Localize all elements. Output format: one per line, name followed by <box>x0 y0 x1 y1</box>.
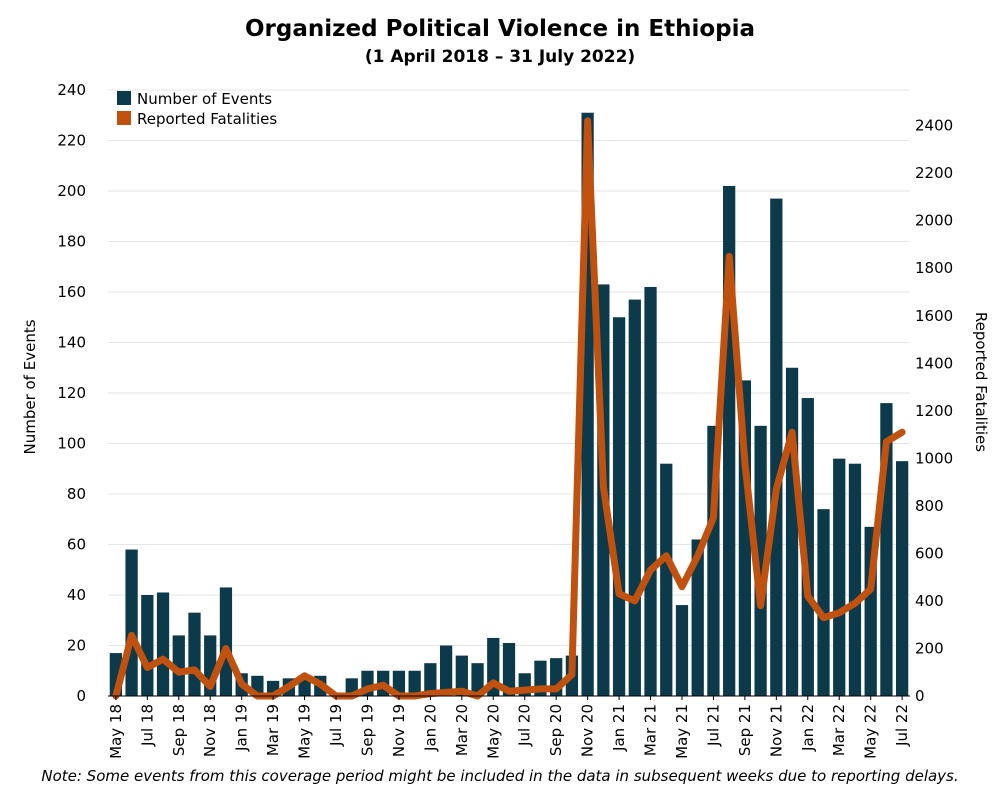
y-tick-label-right: 600 <box>915 544 944 562</box>
bar <box>392 670 406 696</box>
y-tick-label-left: 160 <box>57 283 86 301</box>
bar-series-events <box>109 112 909 697</box>
bar <box>644 286 657 696</box>
x-tick-label: Jan 20 <box>421 704 439 752</box>
bar <box>801 398 814 696</box>
bar <box>408 670 421 696</box>
y-axis-label-left: Number of Events <box>21 319 39 454</box>
x-tick-label: Jan 22 <box>799 704 817 752</box>
legend-swatch-events <box>117 91 131 105</box>
x-tick-label: Mar 20 <box>453 704 471 756</box>
legend-label-fatalities: Reported Fatalities <box>137 110 277 128</box>
y-tick-label-left: 220 <box>57 132 86 150</box>
bar <box>156 592 170 696</box>
x-tick-label: Jul 22 <box>893 704 911 747</box>
line-series-fatalities <box>112 117 906 700</box>
x-tick-label: Jul 19 <box>327 704 345 747</box>
bar <box>502 642 516 696</box>
y-axis-label-right: Reported Fatalities <box>972 312 990 452</box>
y-tick-label-left: 20 <box>67 637 86 655</box>
bar <box>471 663 484 696</box>
bar <box>754 425 767 696</box>
y-tick-label-right: 2000 <box>915 212 953 230</box>
x-tick-label: May 19 <box>296 704 314 759</box>
y-tick-label-right: 200 <box>915 639 944 657</box>
x-tick-label: Sep 21 <box>736 704 754 756</box>
y-tick-label-left: 240 <box>57 81 86 99</box>
bar <box>172 635 185 696</box>
bar <box>660 463 673 696</box>
x-tick-label: May 20 <box>484 704 502 759</box>
x-tick-label: Nov 18 <box>201 704 219 757</box>
axes: 0204060801001201401601802002202400200400… <box>57 81 953 759</box>
bar <box>439 645 453 696</box>
x-tick-label: Sep 19 <box>358 704 376 756</box>
y-tick-label-left: 140 <box>57 334 86 352</box>
bar <box>691 539 704 696</box>
x-tick-label: Mar 22 <box>830 704 848 756</box>
x-tick-label: Sep 18 <box>170 704 188 756</box>
x-tick-label: Jan 19 <box>233 704 251 752</box>
x-tick-label: May 21 <box>673 704 691 759</box>
x-tick-label: May 18 <box>107 704 125 759</box>
combo-chart: 0204060801001201401601802002202400200400… <box>21 81 990 759</box>
y-tick-label-right: 1600 <box>915 307 953 325</box>
footnote: Note: Some events from this coverage per… <box>41 767 959 785</box>
x-tick-label: Jul 20 <box>516 704 534 747</box>
bar <box>612 317 626 696</box>
y-tick-label-left: 40 <box>67 586 86 604</box>
y-tick-label-left: 80 <box>67 485 86 503</box>
y-tick-label-left: 120 <box>57 384 86 402</box>
legend-label-events: Number of Events <box>137 90 272 108</box>
y-tick-label-right: 800 <box>915 497 944 515</box>
y-tick-label-left: 180 <box>57 233 86 251</box>
x-tick-label: Mar 21 <box>642 704 660 756</box>
legend-swatch-fatalities <box>117 111 131 125</box>
bar <box>848 463 862 696</box>
bar <box>125 549 138 696</box>
x-tick-label: Nov 21 <box>767 704 785 757</box>
x-tick-label: Nov 20 <box>579 704 597 757</box>
chart-title: Organized Political Violence in Ethiopia <box>244 16 756 42</box>
x-tick-label: Nov 19 <box>390 704 408 757</box>
fatalities-line <box>112 117 906 700</box>
bar <box>675 605 689 696</box>
y-tick-label-left: 100 <box>57 435 86 453</box>
bar <box>817 509 830 696</box>
bar <box>770 198 783 696</box>
y-tick-label-right: 1400 <box>915 354 953 372</box>
x-tick-label: May 22 <box>862 704 880 759</box>
y-tick-label-right: 2200 <box>915 164 953 182</box>
y-tick-label-left: 200 <box>57 182 86 200</box>
y-tick-label-left: 60 <box>67 536 86 554</box>
x-tick-label: Jan 21 <box>610 704 628 752</box>
bar <box>219 587 233 696</box>
x-tick-label: Jul 21 <box>704 704 722 747</box>
bar <box>188 612 201 696</box>
bar <box>896 461 909 696</box>
chart-subtitle: (1 April 2018 – 31 July 2022) <box>364 47 636 67</box>
bar <box>785 367 799 696</box>
x-tick-label: Sep 20 <box>547 704 565 756</box>
x-tick-label: Jul 18 <box>138 704 156 747</box>
y-tick-label-left: 0 <box>76 687 86 705</box>
y-tick-label-right: 1000 <box>915 449 953 467</box>
y-tick-label-right: 1800 <box>915 259 953 277</box>
bar <box>424 663 437 696</box>
bar <box>628 299 641 696</box>
legend: Number of Events Reported Fatalities <box>117 90 277 128</box>
y-tick-label-right: 400 <box>915 592 944 610</box>
y-tick-label-right: 1200 <box>915 402 953 420</box>
y-tick-label-right: 0 <box>915 687 925 705</box>
bar <box>455 655 468 696</box>
y-tick-label-right: 2400 <box>915 117 953 135</box>
bar <box>833 458 846 696</box>
x-tick-label: Mar 19 <box>264 704 282 756</box>
bar <box>141 595 154 696</box>
